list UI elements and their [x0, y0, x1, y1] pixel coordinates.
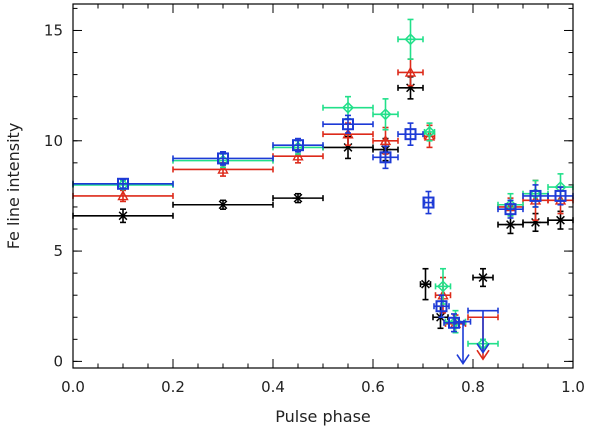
data-point	[522, 184, 549, 208]
x-tick-label: 1.0	[561, 378, 585, 396]
data-point	[422, 190, 435, 215]
data-point	[372, 145, 399, 170]
data-point	[372, 98, 399, 131]
y-tick-label: 0	[53, 352, 63, 370]
triangle-marker	[217, 163, 229, 174]
y-tick-label: 10	[44, 132, 63, 150]
tick-labels: 0.0 0.2 0.4 0.6 0.8 1.0 0 5 10 15	[44, 21, 585, 396]
data-point	[397, 58, 424, 87]
square-marker	[554, 189, 567, 202]
data-point	[172, 151, 274, 166]
x-tick-label: 0.0	[61, 378, 85, 396]
square-marker	[342, 118, 354, 131]
data-point	[472, 267, 494, 288]
asterisk-marker-stroke	[556, 215, 565, 225]
data-point	[497, 199, 524, 219]
square-marker	[404, 128, 417, 141]
data-point	[272, 192, 324, 204]
asterisk-marker-stroke	[218, 200, 228, 210]
data-point	[547, 186, 574, 206]
square-marker	[422, 196, 435, 209]
data-point	[272, 137, 324, 153]
triangle-marker	[379, 134, 392, 146]
square-marker	[448, 316, 460, 329]
plot-frame	[72, 3, 574, 369]
data-point	[172, 199, 274, 210]
data-point	[434, 267, 452, 305]
square-marker	[435, 300, 448, 313]
asterisk-marker-stroke	[421, 279, 430, 289]
data-point	[443, 313, 465, 333]
y-axis-title: Fe line intensity	[4, 123, 23, 250]
x-tick-label: 0.8	[461, 378, 485, 396]
upper-limit-arrow	[476, 349, 490, 361]
data-point	[419, 267, 432, 301]
data-point	[397, 122, 424, 146]
asterisk-marker-stroke	[506, 220, 515, 230]
asterisk-marker-stroke	[478, 273, 488, 282]
square-marker	[217, 152, 229, 165]
diamond-marker	[379, 108, 392, 121]
data-point	[397, 18, 424, 60]
y-tick-label: 5	[53, 242, 63, 260]
asterisk-marker-stroke	[118, 211, 128, 221]
x-tick-label: 0.6	[361, 378, 385, 396]
triangle-marker	[292, 150, 304, 161]
data-series	[72, 18, 574, 366]
upper-limit-arrow	[456, 354, 470, 366]
square-marker	[117, 177, 129, 190]
square-marker	[292, 139, 304, 152]
data-point	[72, 177, 174, 190]
data-point	[397, 76, 424, 100]
asterisk-marker-stroke	[293, 193, 303, 203]
upper-limit-arrow	[476, 343, 490, 354]
data-point	[72, 208, 174, 224]
triangle-marker	[404, 66, 417, 77]
data-point	[433, 294, 450, 319]
square-marker	[379, 151, 392, 164]
y-tick-label: 15	[44, 21, 63, 39]
data-point	[467, 307, 499, 354]
triangle-marker	[117, 189, 129, 201]
diamond-marker	[436, 280, 450, 293]
x-tick-label: 0.4	[261, 378, 285, 396]
data-point	[72, 189, 174, 203]
square-marker	[529, 189, 542, 202]
diamond-marker	[404, 33, 417, 46]
series-blue	[72, 114, 574, 366]
square-marker	[504, 203, 517, 216]
series-red	[72, 58, 574, 361]
x-axis-title: Pulse phase	[275, 407, 371, 426]
data-point	[454, 318, 472, 366]
diamond-marker	[341, 101, 355, 114]
x-tick-label: 0.2	[161, 378, 185, 396]
data-point	[423, 122, 436, 142]
data-point	[322, 114, 374, 134]
diamond-marker	[423, 125, 436, 139]
